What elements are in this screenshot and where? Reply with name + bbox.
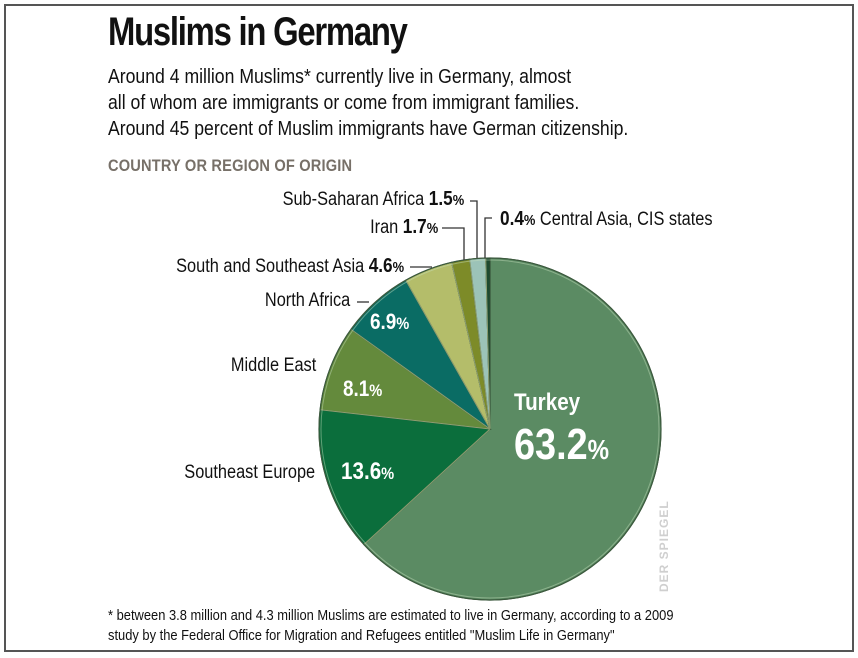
chart-title: Muslims in Germany xyxy=(108,10,408,54)
subtitle-line: Around 45 percent of Muslim immigrants h… xyxy=(108,117,629,140)
slice-edge-highlight xyxy=(451,262,491,430)
label-value: 0.4 xyxy=(500,208,524,230)
label-iran: Iran 1.7% xyxy=(370,216,438,239)
label-middle-east: Middle East xyxy=(231,355,316,377)
slice-edge-highlight xyxy=(485,258,491,430)
chart-subtitle: Around 4 million Muslims* currently live… xyxy=(108,64,628,142)
footnote-line: * between 3.8 million and 4.3 million Mu… xyxy=(108,607,674,624)
label-north-africa: North Africa xyxy=(265,290,350,312)
label-name: Turkey xyxy=(514,389,581,416)
label-name: Sub-Saharan Africa xyxy=(282,189,425,210)
label-unit: % xyxy=(452,192,464,209)
leader-line-iran xyxy=(442,227,465,260)
leader-lines xyxy=(357,200,492,303)
value-unit: % xyxy=(396,314,410,333)
leader-line-central-asia xyxy=(484,217,492,258)
value-number: 63.2 xyxy=(514,420,588,469)
label-south-se-asia: South and Southeast Asia 4.6% xyxy=(176,255,404,278)
slice-edge-highlight xyxy=(363,428,491,545)
value-middle-east: 8.1% xyxy=(343,376,382,402)
slice-edge-highlight xyxy=(469,259,491,430)
value-number: 13.6 xyxy=(341,458,382,485)
pie-slices xyxy=(318,257,662,601)
value-unit: % xyxy=(381,464,395,483)
slice-edge-highlight xyxy=(405,279,491,430)
pie-outline xyxy=(318,257,662,601)
label-name: Central Asia, CIS states xyxy=(539,209,713,230)
label-unit: % xyxy=(426,220,438,237)
label-sub-saharan-africa: Sub-Saharan Africa 1.5% xyxy=(282,188,464,211)
value-number: 8.1 xyxy=(343,376,370,401)
label-name: Southeast Europe xyxy=(184,462,315,483)
value-turkey: 63.2% xyxy=(514,420,609,470)
credit-watermark: DER SPIEGEL xyxy=(657,500,671,592)
label-name: South and Southeast Asia xyxy=(176,256,365,277)
slice-edge-highlight xyxy=(320,409,491,430)
subtitle-line: all of whom are immigrants or come from … xyxy=(108,91,580,114)
label-unit: % xyxy=(523,212,536,229)
label-name: Middle East xyxy=(230,355,316,376)
label-central-asia: 0.4% Central Asia, CIS states xyxy=(500,208,713,231)
footnote-line: study by the Federal Office for Migratio… xyxy=(108,627,615,644)
label-southeast-europe: Southeast Europe xyxy=(184,462,315,484)
leader-line-sub-saharan xyxy=(470,200,478,258)
value-unit: % xyxy=(369,381,383,400)
label-turkey: Turkey xyxy=(514,389,580,417)
label-unit: % xyxy=(392,259,404,276)
value-north-africa: 6.9% xyxy=(370,309,409,335)
label-value: 1.5 xyxy=(428,188,453,210)
value-number: 6.9 xyxy=(370,309,397,334)
pie-inner-ring xyxy=(320,259,660,599)
slice-edge-highlight xyxy=(350,328,491,430)
footnote: * between 3.8 million and 4.3 million Mu… xyxy=(108,606,673,646)
value-southeast-europe: 13.6% xyxy=(341,458,394,486)
label-name: North Africa xyxy=(264,290,350,311)
label-value: 1.7 xyxy=(402,216,427,238)
label-value: 4.6 xyxy=(368,255,393,277)
subtitle-line: Around 4 million Muslims* currently live… xyxy=(108,65,572,88)
section-label: COUNTRY OR REGION OF ORIGIN xyxy=(108,156,353,175)
value-unit: % xyxy=(587,434,610,465)
label-name: Iran xyxy=(369,217,399,238)
